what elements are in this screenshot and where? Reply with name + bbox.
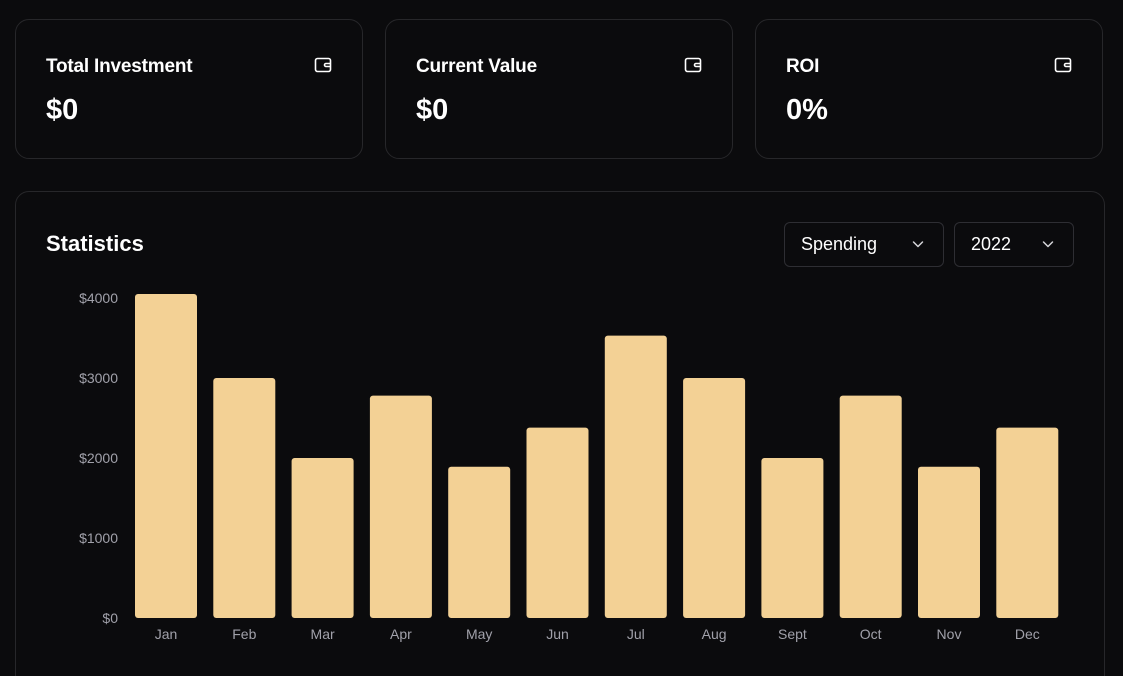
statistics-panel: Statistics Spending 2022	[15, 191, 1105, 676]
spending-type-select[interactable]: Spending	[784, 222, 944, 267]
x-tick-label: Jun	[546, 626, 569, 642]
card-label: Current Value	[416, 56, 537, 77]
statistics-title: Statistics	[46, 231, 144, 256]
bar-jun[interactable]	[526, 427, 589, 618]
card-value: 0%	[786, 94, 828, 126]
bar-sept[interactable]	[761, 458, 824, 618]
current-value-card: Current Value $0	[385, 19, 733, 159]
x-tick-label: Mar	[311, 626, 335, 642]
bar-apr[interactable]	[369, 395, 432, 618]
y-tick-label: $2000	[79, 450, 118, 466]
x-tick-label: Sept	[778, 626, 807, 642]
x-tick-label: Jan	[155, 626, 178, 642]
card-value: $0	[46, 94, 79, 126]
x-tick-label: May	[466, 626, 492, 642]
bar-dec[interactable]	[996, 427, 1059, 618]
roi-card: ROI 0%	[755, 19, 1103, 159]
x-tick-label: Oct	[860, 626, 882, 642]
bar-jul[interactable]	[604, 335, 667, 618]
wallet-icon	[314, 57, 332, 73]
x-tick-label: Aug	[702, 626, 727, 642]
bar-nov[interactable]	[918, 466, 980, 618]
y-tick-label: $4000	[79, 290, 118, 306]
bar-oct[interactable]	[839, 395, 902, 618]
bar-may[interactable]	[448, 466, 511, 618]
x-tick-label: Apr	[390, 626, 412, 642]
card-label: ROI	[786, 56, 820, 77]
bar-jan[interactable]	[135, 294, 197, 618]
x-tick-label: Nov	[937, 626, 962, 642]
bar-aug[interactable]	[683, 378, 746, 618]
bar-feb[interactable]	[213, 378, 276, 618]
y-tick-label: $3000	[79, 370, 118, 386]
card-value: $0	[416, 94, 449, 126]
x-tick-label: Feb	[232, 626, 256, 642]
wallet-icon	[684, 57, 702, 73]
y-tick-label: $1000	[79, 530, 118, 546]
bar-mar[interactable]	[291, 458, 354, 618]
total-investment-card: Total Investment $0	[15, 19, 363, 159]
select-value: 2022	[971, 234, 1012, 254]
year-select[interactable]: 2022	[954, 222, 1074, 267]
card-label: Total Investment	[46, 56, 193, 77]
x-tick-label: Jul	[627, 626, 645, 642]
select-value: Spending	[801, 234, 878, 254]
y-tick-label: $0	[102, 610, 118, 626]
chevron-down-icon	[912, 241, 924, 248]
x-tick-label: Dec	[1015, 626, 1040, 642]
chevron-down-icon	[1042, 241, 1054, 248]
wallet-icon	[1054, 57, 1072, 73]
